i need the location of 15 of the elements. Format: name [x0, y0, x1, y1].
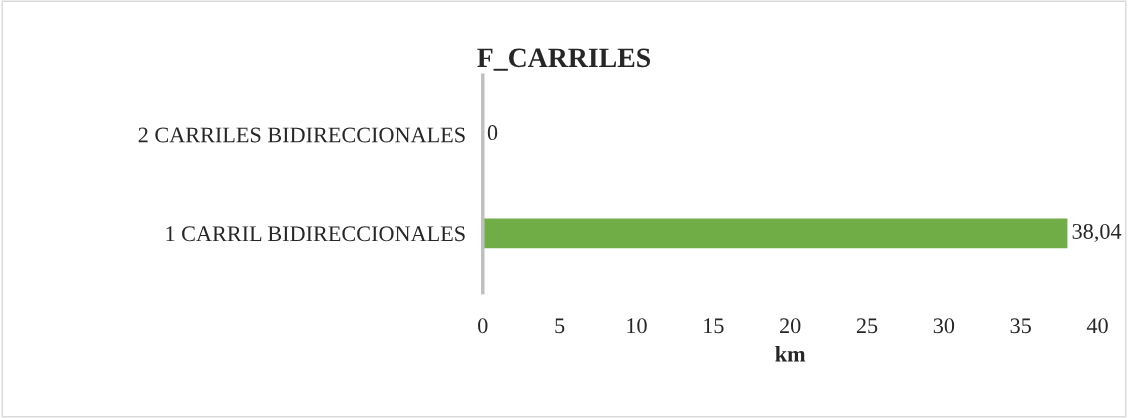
y-tick-label: 2 CARRILES BIDIRECCIONALES [138, 127, 465, 143]
x-tick-label: 25 [856, 318, 878, 334]
y-tick-label: 1 CARRIL BIDIRECCIONALES [166, 226, 465, 242]
x-tick-label: 10 [627, 318, 647, 334]
data-label: 38,04 [1072, 223, 1122, 243]
x-tick-label: 0 [478, 318, 488, 334]
x-tick-label: 35 [1010, 318, 1031, 334]
x-tick-label: 30 [933, 318, 955, 334]
x-axis-title: km [775, 346, 806, 362]
x-tick-label: 5 [555, 318, 565, 334]
data-label: 0 [487, 125, 498, 141]
x-tick-label: 15 [704, 318, 724, 334]
x-tick-label: 20 [780, 318, 801, 334]
x-tick-label: 40 [1086, 318, 1108, 334]
chart-title: F_CARRILES [477, 48, 651, 71]
